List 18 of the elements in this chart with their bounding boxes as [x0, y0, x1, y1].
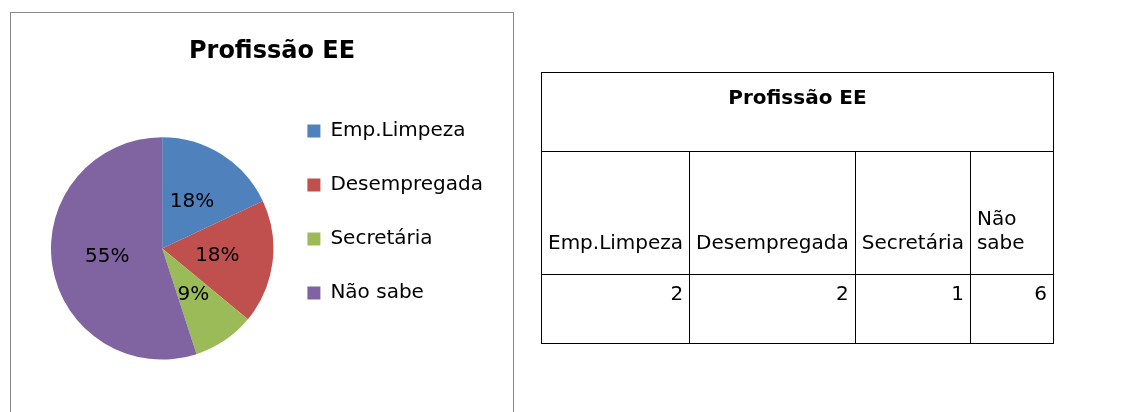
data-label: 2	[541, 274, 690, 344]
category-label: Emp.Limpeza	[541, 151, 690, 275]
legend-label: Emp.Limpeza	[330, 117, 466, 142]
data-label: 6	[970, 274, 1054, 344]
data-label: 1	[855, 274, 971, 344]
legend-label: Não sabe	[330, 279, 424, 304]
text: Profissão EE	[541, 72, 1054, 152]
data-label: 2	[689, 274, 856, 344]
data-label: 9%	[177, 280, 210, 305]
data-label: 55%	[85, 243, 130, 268]
category-label: Não sabe	[970, 151, 1054, 275]
category-label: Desempregada	[689, 151, 856, 275]
category-label: Secretária	[855, 151, 971, 275]
chart-title: Profissão EE	[188, 35, 356, 64]
legend-label: Secretária	[330, 225, 433, 250]
legend-label: Desempregada	[330, 171, 484, 196]
data-label: 18%	[169, 187, 215, 212]
data-label: 18%	[195, 241, 240, 266]
